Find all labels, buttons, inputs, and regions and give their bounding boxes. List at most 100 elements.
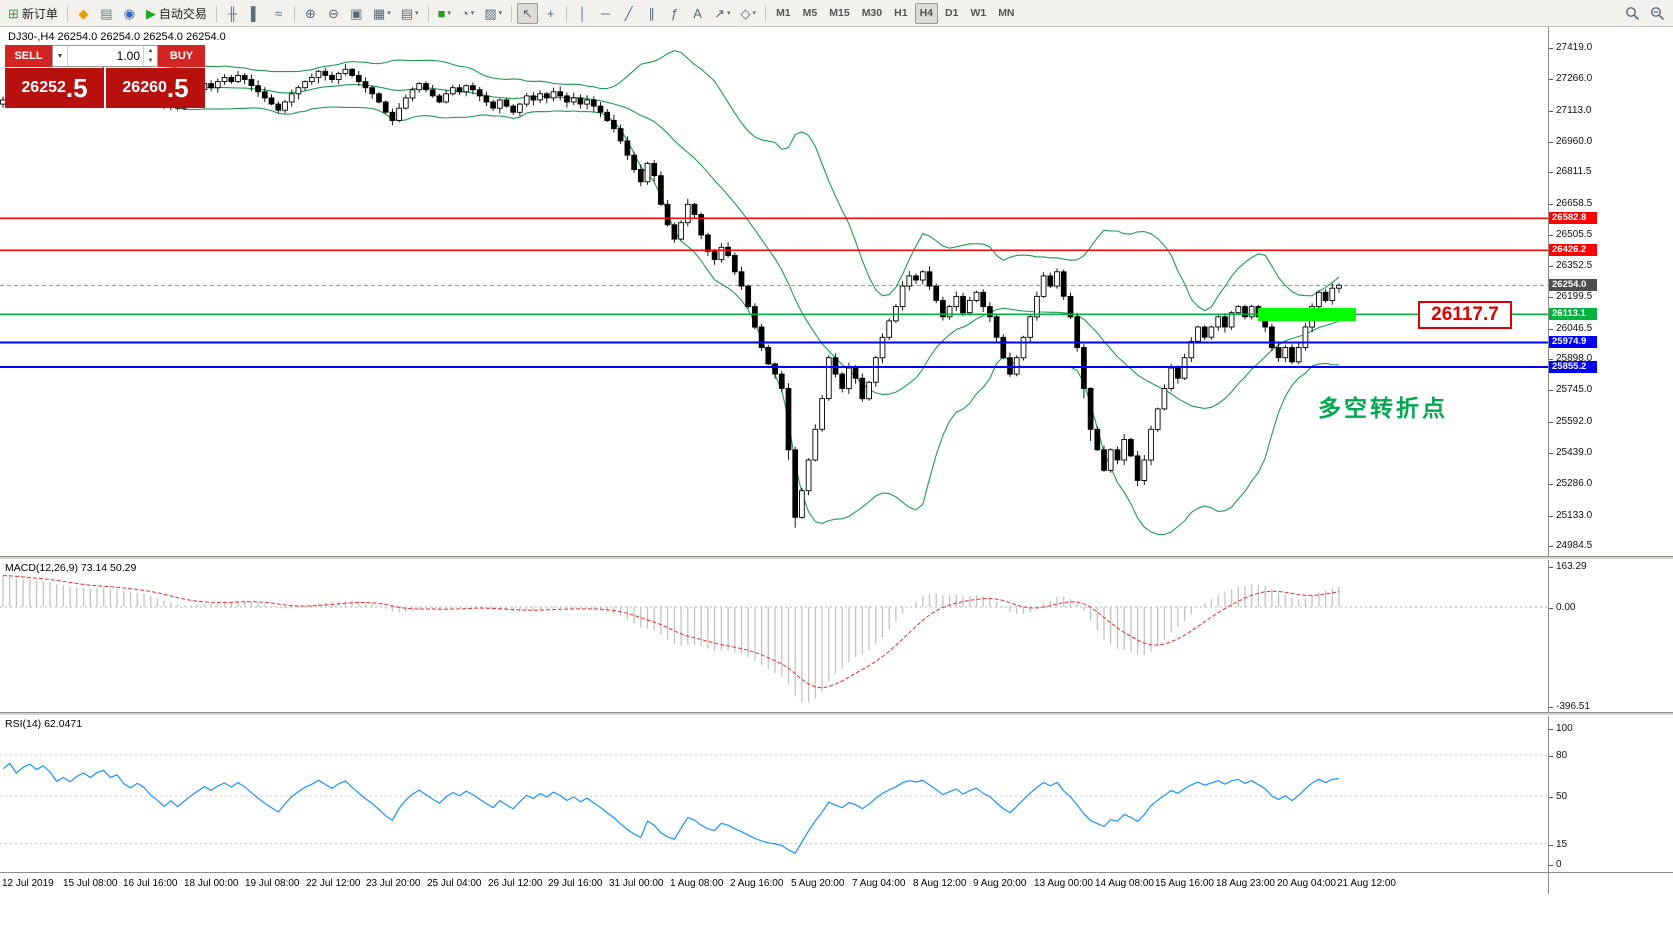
rsi-tick-label: 0 [1549, 859, 1562, 870]
timeframe-h4-button[interactable]: H4 [914, 2, 938, 24]
periods-icon: ◔ [460, 5, 469, 21]
bb-upper-line [130, 50, 1340, 312]
terminal-icon[interactable]: ◉ [119, 3, 140, 24]
volume-dropdown-icon[interactable]: ▼ [53, 46, 68, 66]
metaeditor-icon[interactable]: ◆ [73, 3, 94, 24]
price-tick-label: 26199.5 [1548, 291, 1593, 302]
price-callout[interactable]: 26117.7 [1418, 301, 1512, 329]
autotrading-button[interactable]: ▶ 自动交易 [142, 3, 211, 24]
toolbar-separator [765, 4, 767, 22]
crosshair-icon[interactable]: + [540, 3, 561, 24]
price-level-badge: 25974.9 [1549, 336, 1597, 348]
candlestick-chart-canvas[interactable] [0, 27, 1548, 556]
shapes-icon: ◇ [740, 5, 751, 21]
volume-control: ▼ 1.00 ▲ ▼ [52, 45, 158, 67]
time-axis-label: 8 Aug 12:00 [913, 878, 967, 889]
buy-price-button[interactable]: 26260.5 [106, 68, 205, 108]
time-axis-label: 23 Jul 20:00 [366, 878, 421, 889]
volume-input[interactable]: 1.00 [116, 49, 140, 63]
buy-button[interactable]: BUY [158, 45, 205, 67]
trendline-icon[interactable]: ╱ [618, 3, 639, 24]
shapes-icon[interactable]: ◇ ▾ [737, 3, 761, 24]
toolbar-separator [427, 4, 429, 22]
volume-down-icon[interactable]: ▼ [147, 58, 154, 64]
price-tick-label: 25286.0 [1548, 478, 1593, 489]
chart-macd-splitter[interactable] [0, 556, 1673, 560]
rsi-tick-label: 50 [1548, 791, 1568, 802]
vertical-line-icon[interactable]: │ [572, 3, 593, 24]
timeframe-h1-button[interactable]: H1 [894, 7, 908, 19]
horizontal-line-icon: ─ [601, 5, 611, 21]
turning-point-label[interactable]: 多空转折点 [1318, 395, 1448, 421]
dropdown-arrow-icon: ▾ [470, 10, 475, 17]
zoom-out-icon[interactable]: ⊖ [323, 3, 344, 24]
time-axis[interactable]: 12 Jul 2019 15 Jul 08:00 16 Jul 16:00 18 Ju… [0, 873, 1673, 894]
price-tick-label: 27419.0 [1548, 42, 1593, 53]
time-axis-label: 7 Aug 04:00 [852, 878, 906, 889]
macd-rsi-splitter[interactable] [0, 712, 1673, 716]
time-axis-label: 13 Aug 00:00 [1034, 878, 1093, 889]
highlight-rectangle[interactable] [1258, 308, 1356, 321]
timeframe-m15-button[interactable]: M15 [829, 7, 850, 19]
symbol-search-icon[interactable] [1621, 3, 1644, 24]
candlestick-chart-icon[interactable]: ▌ [245, 3, 266, 24]
sell-button[interactable]: SELL [5, 45, 52, 67]
price-tick-label: 26658.5 [1548, 198, 1593, 209]
timeframe-m30-button[interactable]: M30 [861, 7, 883, 19]
periods-icon[interactable]: ◔ ▾ [457, 3, 478, 24]
volume-spinner: ▲ ▼ [143, 46, 157, 66]
new-order-button[interactable]: ⊞ 新订单 [4, 3, 62, 24]
line-chart-icon[interactable]: ≈ [268, 3, 289, 24]
channel-icon[interactable]: ∥ [641, 3, 662, 24]
timeframe-m5-button[interactable]: M5 [802, 7, 818, 19]
horizontal-line-icon[interactable]: ─ [595, 3, 616, 24]
autotrading-button: ▶ [145, 5, 156, 21]
time-axis-label: 29 Jul 16:00 [548, 878, 603, 889]
time-axis-label: 2 Aug 16:00 [730, 878, 784, 889]
arrows-icon[interactable]: ↗ ▾ [710, 3, 734, 24]
sell-price-button[interactable]: 26252.5 [5, 68, 104, 108]
timeframe-w1-button[interactable]: W1 [970, 7, 987, 19]
market-watch-icon[interactable]: ▤ [96, 3, 117, 24]
profiles-icon[interactable]: ▤ ▾ [397, 3, 423, 24]
text-icon[interactable]: A [687, 3, 708, 24]
macd-panel[interactable]: MACD(12,26,9) 73.14 50.29 [0, 560, 1548, 712]
timeframe-d1-button[interactable]: D1 [945, 7, 959, 19]
macd-canvas[interactable] [0, 560, 1548, 712]
crosshair-icon: + [546, 5, 555, 21]
tile-windows-icon[interactable]: ▣ [346, 3, 367, 24]
toolbar-separator [511, 4, 513, 22]
time-axis-label: 9 Aug 20:00 [973, 878, 1027, 889]
time-axis-label: 16 Jul 16:00 [123, 878, 178, 889]
bar-chart-icon[interactable]: ╫ [222, 3, 243, 24]
rsi-panel[interactable]: RSI(14) 62.0471 [0, 716, 1548, 872]
dropdown-arrow-icon: ▾ [387, 10, 391, 17]
quick-search-icon[interactable] [1646, 3, 1669, 24]
time-axis-label: 25 Jul 04:00 [427, 878, 482, 889]
chart-window[interactable]: DJ30-,H4 26254.0 26254.0 26254.0 26254.0… [0, 27, 1548, 556]
price-tick-label: 25439.0 [1548, 447, 1593, 458]
fibonacci-icon[interactable]: ƒ [664, 3, 685, 24]
trendline-icon: ╱ [624, 5, 633, 21]
timeframe-mn-button[interactable]: MN [998, 7, 1015, 19]
rsi-canvas[interactable] [0, 716, 1548, 872]
time-axis-label: 18 Aug 23:00 [1216, 878, 1275, 889]
price-tick-label: 26046.5 [1548, 323, 1593, 334]
indicators-icon[interactable]: ■ ▾ [434, 3, 455, 24]
dropdown-arrow-icon: ▾ [727, 10, 731, 17]
timeframe-m1-button[interactable]: M1 [776, 7, 791, 19]
dropdown-arrow-icon: ▾ [498, 10, 503, 17]
line-chart-icon: ≈ [274, 5, 282, 21]
dropdown-arrow-icon: ▾ [752, 10, 757, 17]
cursor-icon[interactable]: ↖ [517, 2, 539, 24]
templates-icon[interactable]: ▨ ▾ [480, 3, 506, 24]
time-axis-label: 14 Aug 08:00 [1095, 878, 1154, 889]
price-scale[interactable]: 27419.0 27266.0 27113.0 26960.0 26811.5 26658… [1548, 27, 1673, 894]
zoom-in-icon[interactable]: ⊕ [300, 3, 321, 24]
cursor-icon: ↖ [522, 5, 534, 21]
new-chart-icon[interactable]: ▦ ▾ [369, 3, 395, 24]
volume-up-icon[interactable]: ▲ [147, 48, 154, 54]
price-tick-label: 26505.5 [1548, 229, 1593, 240]
time-axis-label: 21 Aug 12:00 [1337, 878, 1396, 889]
